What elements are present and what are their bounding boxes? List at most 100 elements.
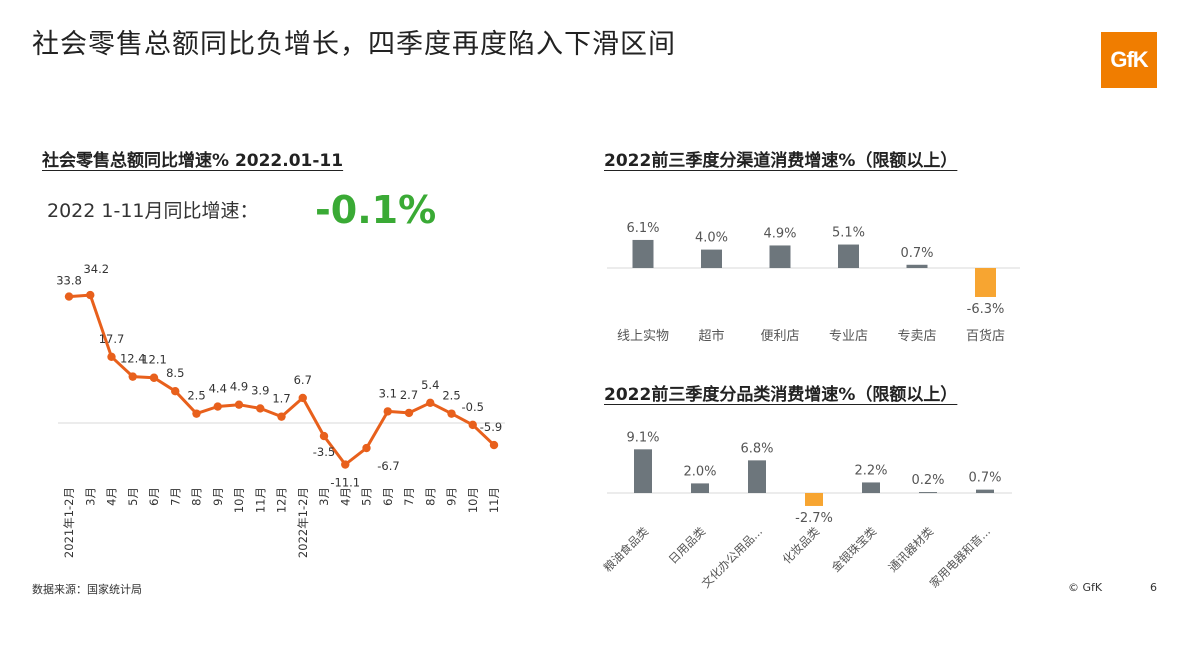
data-label: 2.5 [442, 389, 460, 403]
copyright: © GfK [1068, 581, 1103, 594]
bar [805, 493, 823, 506]
bar-value-label: 6.8% [740, 441, 773, 456]
category-label: 文化办公用品... [699, 524, 765, 590]
x-tick-label: 11月 [487, 487, 501, 513]
category-label: 专卖店 [897, 329, 936, 344]
bar-value-label: 5.1% [832, 226, 865, 241]
ytd-growth-value: -0.1% [315, 188, 437, 232]
data-point [64, 292, 74, 301]
x-tick-label: 7月 [168, 487, 182, 506]
category-label: 家用电器和音... [927, 524, 993, 590]
bar [632, 239, 654, 268]
bar-value-label: 9.1% [626, 430, 659, 445]
bar [906, 264, 928, 268]
category-label: 线上实物 [617, 329, 669, 344]
data-point [277, 412, 286, 421]
data-point [341, 460, 350, 469]
bar [748, 460, 766, 493]
data-label: 5.4 [421, 378, 439, 392]
data-point [107, 352, 116, 362]
x-tick-label: 5月 [360, 487, 374, 506]
data-point [362, 443, 371, 453]
data-label: 17.7 [99, 332, 125, 346]
data-label: 1.7 [272, 392, 290, 406]
x-tick-label: 3月 [317, 487, 331, 506]
x-tick-label: 9月 [445, 487, 459, 506]
bar-value-label: 4.9% [763, 226, 796, 241]
data-point [234, 400, 244, 409]
bar-value-label: 0.2% [911, 473, 944, 488]
data-point [319, 431, 329, 441]
x-tick-label: 9月 [211, 487, 225, 506]
data-point [171, 387, 180, 396]
data-point [383, 407, 392, 416]
x-tick-label: 8月 [423, 487, 437, 506]
x-tick-label: 6月 [147, 487, 161, 506]
ytd-growth-label: 2022 1-11月同比增速： [47, 200, 259, 222]
data-label: 34.2 [83, 262, 109, 276]
category-label: 通讯器材类 [886, 524, 937, 575]
x-tick-label: 4月 [338, 487, 352, 506]
data-label: -0.5 [462, 400, 484, 414]
data-point [404, 408, 414, 418]
x-tick-label: 4月 [105, 487, 119, 506]
data-label: -3.5 [313, 445, 335, 459]
bar-value-label: 0.7% [968, 471, 1001, 486]
x-tick-label: 5月 [126, 487, 140, 506]
x-tick-label: 10月 [232, 487, 246, 513]
data-point [192, 409, 201, 418]
data-label: 2.5 [187, 389, 205, 403]
bar-value-label: -2.7% [795, 511, 833, 526]
data-label: 2.7 [400, 388, 418, 402]
x-tick-label: 3月 [83, 487, 97, 506]
data-label: 6.7 [294, 373, 312, 387]
data-point [489, 440, 499, 450]
data-point [468, 420, 477, 430]
x-tick-label: 7月 [402, 487, 416, 506]
data-label: 4.9 [230, 380, 248, 394]
bar-value-label: -6.3% [967, 302, 1005, 317]
x-tick-label: 11月 [253, 487, 267, 513]
bar [691, 483, 709, 493]
x-tick-label: 2022年1-2月 [296, 487, 310, 558]
bar-value-label: 4.0% [695, 231, 728, 246]
bar-value-label: 2.0% [683, 464, 716, 479]
category-label: 粮油食品类 [601, 524, 652, 575]
data-point [256, 404, 265, 413]
data-label: 12.1 [141, 353, 167, 367]
bar [634, 449, 652, 493]
bar [919, 492, 937, 494]
category-label: 化妆品类 [780, 524, 823, 567]
line-chart-title: 社会零售总额同比增速% 2022.01-11 [42, 151, 344, 171]
gfk-logo: GfK [1101, 32, 1157, 88]
data-label: -5.9 [480, 420, 502, 434]
category-label: 超市 [698, 328, 724, 344]
category-label: 金银珠宝类 [829, 524, 880, 575]
x-tick-label: 10月 [466, 487, 480, 513]
x-tick-label: 6月 [381, 487, 395, 506]
data-point [426, 398, 435, 408]
bar-value-label: 0.7% [900, 246, 933, 261]
page-number: 6 [1150, 581, 1157, 594]
channel-chart-title: 2022前三季度分渠道消费增速%（限额以上） [604, 151, 958, 171]
bar [769, 245, 791, 268]
data-point [86, 290, 95, 300]
data-point [298, 393, 307, 403]
data-point [128, 372, 137, 381]
x-tick-label: 8月 [190, 487, 204, 506]
category-label: 专业店 [829, 329, 868, 344]
data-label: 33.8 [56, 274, 82, 288]
bar [838, 244, 859, 268]
category-chart-title: 2022前三季度分品类消费增速%（限额以上） [604, 385, 958, 405]
bar [976, 489, 994, 493]
data-source-note: 数据来源：国家统计局 [32, 583, 142, 596]
x-tick-label: 2021年1-2月 [62, 487, 76, 558]
bar [701, 249, 722, 268]
data-label: -6.7 [377, 459, 399, 473]
bar-value-label: 2.2% [854, 463, 887, 478]
category-label: 便利店 [760, 329, 799, 344]
bar [975, 268, 996, 297]
data-label: -11.1 [330, 476, 360, 490]
